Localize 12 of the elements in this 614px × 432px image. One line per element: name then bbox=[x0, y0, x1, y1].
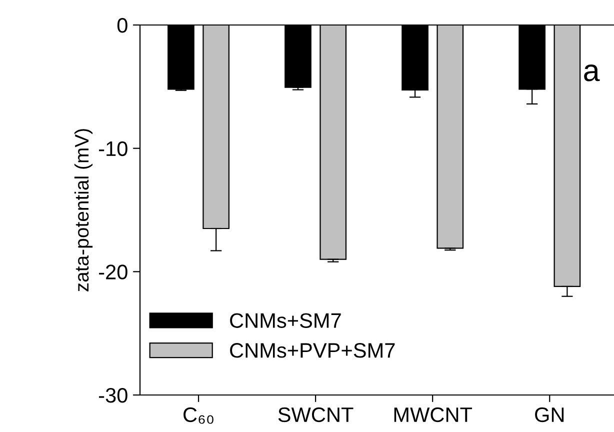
legend-label: CNMs+PVP+SM7 bbox=[230, 343, 395, 358]
legend-label: CNMs+SM7 bbox=[230, 313, 341, 328]
x-tick-label: C₆₀ bbox=[184, 407, 214, 424]
y-tick-label: -30 bbox=[99, 388, 128, 403]
x-tick-label: SWCNT bbox=[278, 407, 354, 422]
annotation: a bbox=[584, 64, 600, 82]
x-tick-label: GN bbox=[535, 407, 564, 422]
y-axis-title: zata-potential (mV) bbox=[74, 129, 93, 292]
y-tick-label: 0 bbox=[117, 18, 128, 33]
y-tick-label: -10 bbox=[99, 141, 128, 156]
x-tick-label: MWCNT bbox=[394, 407, 472, 422]
y-tick-label: -20 bbox=[99, 264, 128, 280]
